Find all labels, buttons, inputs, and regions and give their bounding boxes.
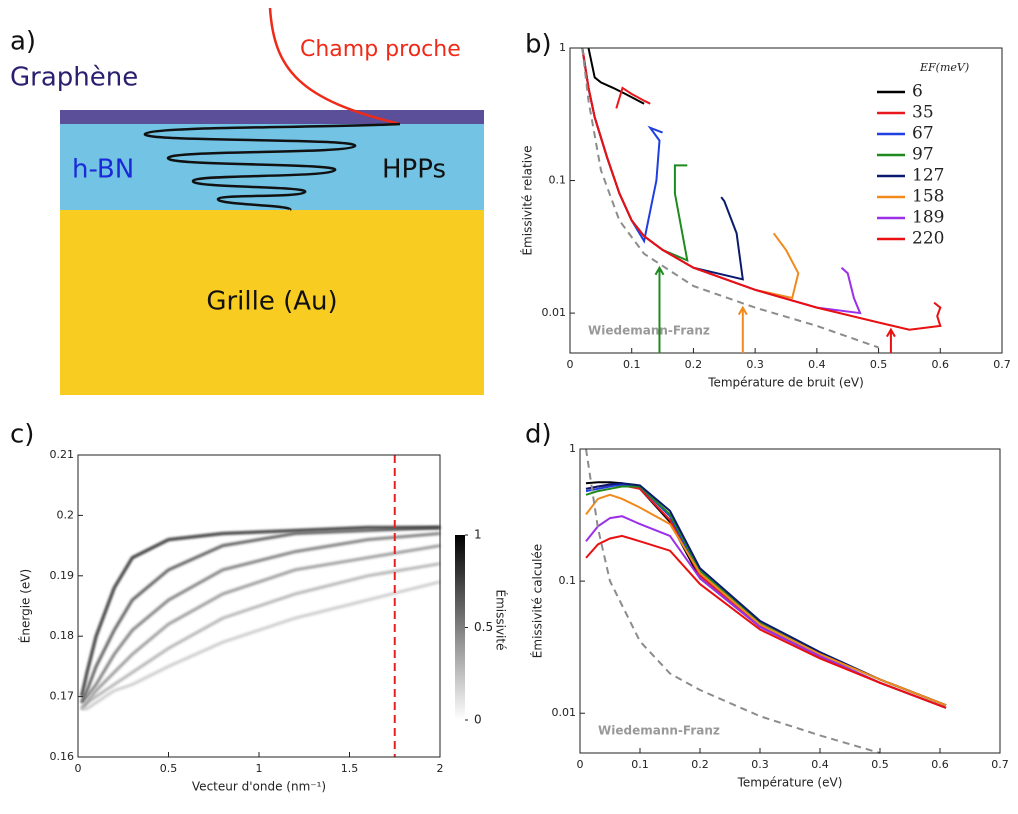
x-tick-label: 0 — [567, 358, 574, 371]
mode-band — [81, 580, 441, 710]
x-tick-label: 0.7 — [991, 758, 1009, 771]
panel-label: a) — [10, 27, 36, 57]
x-tick-label: 0.6 — [931, 758, 949, 771]
arrow-head — [654, 265, 665, 276]
x-axis-label: Température (eV) — [737, 776, 843, 790]
polariton-wave — [143, 122, 401, 212]
mode-band — [80, 526, 441, 704]
legend-label: 97 — [912, 145, 934, 165]
x-tick-label: 0.3 — [751, 758, 769, 771]
mode-band — [80, 532, 441, 704]
mode-band — [80, 526, 440, 697]
x-tick-label: 1 — [256, 762, 263, 775]
legend-label: 6 — [912, 82, 923, 102]
x-tick-label: 0.7 — [993, 358, 1011, 371]
x-axis-label: Température de bruit (eV) — [707, 376, 864, 390]
near-field-label: Champ proche — [300, 37, 461, 62]
x-tick-label: 0.2 — [691, 758, 709, 771]
plot-area — [580, 449, 1000, 753]
x-tick-label: 1.5 — [341, 762, 359, 775]
x-tick-label: 0 — [75, 762, 82, 775]
x-tick-label: 0.3 — [746, 358, 764, 371]
series-line — [581, 47, 879, 349]
legend-title: EF(meV) — [919, 61, 969, 74]
legend-label: 220 — [912, 229, 944, 249]
y-tick-label: 0.1 — [559, 574, 577, 587]
y-tick-label: 0.18 — [50, 629, 75, 642]
plot-frame — [569, 47, 1003, 354]
x-tick-label: 0.4 — [811, 758, 829, 771]
series-line — [587, 47, 645, 105]
colorbar-label: Émissivité — [494, 590, 509, 651]
panel-label: d) — [525, 420, 552, 450]
panel-label: c) — [10, 420, 34, 450]
arrow-head — [737, 305, 748, 316]
gate-layer — [60, 210, 484, 395]
hbn-label: h-BN — [72, 155, 134, 185]
y-tick-label: 1 — [559, 41, 566, 54]
x-tick-label: 0.5 — [870, 358, 888, 371]
y-tick-label: 0.01 — [542, 306, 567, 319]
panel-a: a) Graphène Champ proche h-BN HPPs Grill… — [10, 7, 484, 395]
x-tick-label: 0.6 — [932, 358, 950, 371]
y-tick-label: 0.17 — [50, 690, 75, 703]
legend-label: 67 — [912, 124, 934, 144]
legend-label: 127 — [912, 166, 944, 186]
series-line — [615, 86, 651, 109]
colorbar-tick-label: 0 — [474, 713, 482, 727]
y-axis-label: Émissivité relative — [520, 145, 535, 255]
legend-label: 189 — [912, 208, 944, 228]
x-tick-label: 0.2 — [685, 358, 703, 371]
y-axis-label: Énergie (eV) — [18, 569, 33, 643]
y-tick-label: 0.1 — [549, 174, 567, 187]
x-tick-label: 0 — [577, 758, 584, 771]
series-line — [581, 47, 942, 331]
series-line — [585, 493, 947, 707]
y-tick-label: 1 — [569, 442, 576, 455]
colorbar-tick-label: 0.5 — [474, 620, 493, 634]
arrow-head — [886, 327, 896, 338]
annotation: Wiedemann-Franz — [588, 324, 710, 338]
x-tick-label: 0.4 — [808, 358, 826, 371]
series-line — [585, 515, 947, 709]
y-tick-label: 0.21 — [50, 448, 75, 461]
reference-line — [585, 448, 881, 754]
x-tick-label: 0.1 — [631, 758, 649, 771]
legend-label: 158 — [912, 187, 944, 207]
near-field-curve — [268, 7, 401, 126]
x-tick-label: 2 — [437, 762, 444, 775]
plot-frame — [579, 448, 1001, 754]
mode-band — [80, 544, 441, 710]
panel-label: b) — [525, 30, 552, 60]
series-line — [585, 534, 947, 709]
legend-label: 35 — [912, 103, 934, 123]
colorbar-tick-label: 1 — [474, 528, 482, 542]
annotation: Wiedemann-Franz — [598, 724, 720, 738]
chart: b) 0 0.1 0.2 0.3 0.4 0.5 0.6 0.7 0.01 0.1 1 Températ… — [520, 30, 1011, 390]
mode-band — [80, 562, 441, 710]
y-tick-label: 0.2 — [57, 508, 75, 521]
x-tick-label: 0.1 — [623, 358, 641, 371]
y-axis-label: Émissivité calculée — [530, 544, 545, 658]
graphene-label: Graphène — [10, 63, 138, 93]
x-tick-label: 0.5 — [160, 762, 178, 775]
y-tick-label: 0.19 — [50, 569, 75, 582]
y-tick-label: 0.01 — [552, 706, 577, 719]
chart: c) 0 0.5 1 Émissivité 0 0.5 1 1.5 2 0.16 0.17 0.18 0.… — [10, 420, 509, 794]
colorbar — [455, 535, 465, 720]
gate-label: Grille (Au) — [206, 287, 337, 317]
modes-label: HPPs — [382, 155, 446, 185]
series-line — [585, 482, 947, 707]
graphene-layer — [60, 110, 484, 124]
x-tick-label: 0.5 — [871, 758, 889, 771]
chart: d) 0 0.1 0.2 0.3 0.4 0.5 0.6 0.7 0.01 0.1 1 Températ… — [525, 420, 1009, 790]
x-axis-label: Vecteur d'onde (nm⁻¹) — [192, 780, 326, 794]
y-tick-label: 0.16 — [50, 750, 75, 763]
